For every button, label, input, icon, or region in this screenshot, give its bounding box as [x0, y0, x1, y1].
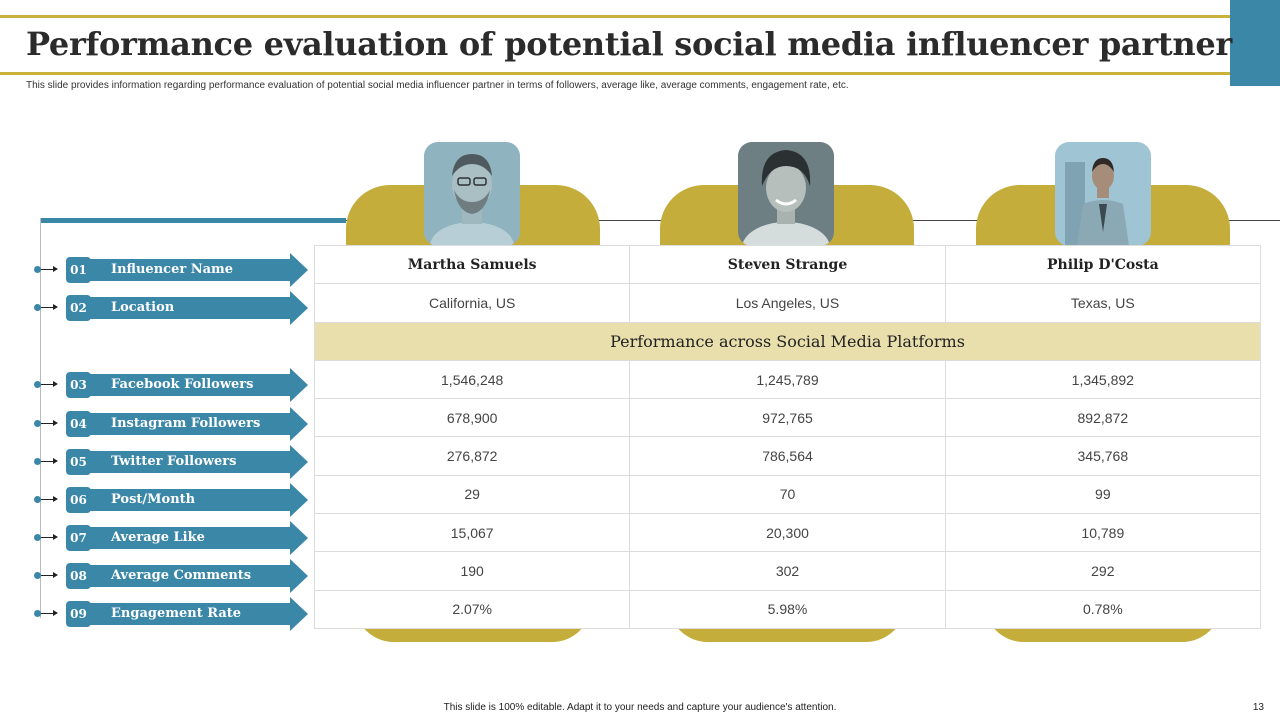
table-row-engagement: 2.07% 5.98% 0.78%: [313, 589, 1262, 629]
metric-label-text: Post/Month: [111, 492, 196, 507]
stat-cell: 29: [313, 474, 631, 515]
metric-label-text: Facebook Followers: [111, 377, 254, 392]
table-row-band: Performance across Social Media Platform…: [314, 321, 1261, 361]
connector-arrow-icon: [41, 269, 55, 270]
label-connector-line: [40, 218, 41, 618]
connector-arrow-icon: [41, 307, 55, 308]
bullet-dot: [34, 458, 41, 465]
influencer-name-cell: Steven Strange: [629, 244, 946, 285]
metric-label-text: Twitter Followers: [111, 454, 237, 469]
bullet-dot: [34, 534, 41, 541]
table-row-posts: 29 70 99: [313, 474, 1262, 515]
bullet-dot: [34, 572, 41, 579]
metric-number: 07: [66, 525, 91, 551]
performance-band-heading: Performance across Social Media Platform…: [314, 321, 1261, 361]
arrowhead-icon: [53, 496, 58, 502]
metric-number: 08: [66, 563, 91, 589]
connector-arrow-icon: [41, 384, 55, 385]
stat-cell: 2.07%: [313, 589, 631, 629]
metric-label-text: Average Like: [111, 530, 205, 545]
bullet-dot: [34, 304, 41, 311]
influencer-name-cell: Martha Samuels: [313, 244, 631, 285]
metric-number: 03: [66, 372, 91, 398]
metric-label-text: Engagement Rate: [111, 606, 242, 621]
connector-arrow-icon: [41, 461, 55, 462]
avatar-philip-dcosta: [1055, 142, 1151, 246]
metric-number: 02: [66, 295, 91, 321]
metric-number: 04: [66, 411, 91, 437]
connector-arrow-icon: [41, 537, 55, 538]
stat-cell: 190: [313, 551, 631, 591]
location-cell: California, US: [313, 283, 631, 323]
bullet-dot: [34, 420, 41, 427]
metric-label-text: Location: [111, 300, 175, 315]
table-row-comments: 190 302 292: [313, 551, 1262, 591]
slide-title: Performance evaluation of potential soci…: [26, 25, 1232, 63]
connector-arrow-icon: [41, 575, 55, 576]
stat-cell: 292: [944, 551, 1262, 591]
connector-arrow-icon: [41, 499, 55, 500]
stat-cell: 5.98%: [629, 589, 946, 629]
stat-cell: 20,300: [629, 513, 946, 553]
metric-number: 06: [66, 487, 91, 513]
stat-cell: 1,245,789: [629, 359, 946, 400]
stat-cell: 15,067: [313, 513, 631, 553]
footer-note: This slide is 100% editable. Adapt it to…: [443, 702, 837, 713]
metric-label-text: Average Comments: [111, 568, 252, 583]
stat-cell: 302: [629, 551, 946, 591]
connector-arrow-icon: [41, 423, 55, 424]
metric-number: 01: [66, 257, 91, 283]
header-rule-blue: [40, 218, 346, 223]
stat-cell: 276,872: [313, 436, 631, 476]
stat-cell: 786,564: [629, 436, 946, 476]
bullet-dot: [34, 381, 41, 388]
arrowhead-icon: [53, 420, 58, 426]
arrowhead-icon: [53, 458, 58, 464]
table-row-facebook: 1,546,248 1,245,789 1,345,892: [313, 359, 1262, 400]
location-cell: Los Angeles, US: [629, 283, 946, 323]
table-row-likes: 15,067 20,300 10,789: [313, 513, 1262, 553]
location-cell: Texas, US: [944, 283, 1262, 323]
arrowhead-icon: [53, 266, 58, 272]
arrowhead-icon: [53, 610, 58, 616]
influencer-comparison-table: Martha Samuels Steven Strange Philip D'C…: [313, 244, 1262, 629]
bullet-dot: [34, 610, 41, 617]
connector-arrow-icon: [41, 613, 55, 614]
stat-cell: 678,900: [313, 398, 631, 438]
bullet-dot: [34, 266, 41, 273]
stat-cell: 0.78%: [944, 589, 1262, 629]
stat-cell: 99: [944, 474, 1262, 515]
arrowhead-icon: [53, 534, 58, 540]
table-row-location: California, US Los Angeles, US Texas, US: [313, 283, 1262, 323]
arrowhead-icon: [53, 572, 58, 578]
avatar-steven-strange: [738, 142, 834, 246]
arrowhead-icon: [53, 381, 58, 387]
stat-cell: 892,872: [944, 398, 1262, 438]
arrowhead-icon: [53, 304, 58, 310]
influencer-name-cell: Philip D'Costa: [944, 244, 1262, 285]
stat-cell: 972,765: [629, 398, 946, 438]
stat-cell: 1,546,248: [313, 359, 631, 400]
stat-cell: 1,345,892: [944, 359, 1262, 400]
table-row-twitter: 276,872 786,564 345,768: [313, 436, 1262, 476]
metric-number: 09: [66, 601, 91, 627]
stat-cell: 70: [629, 474, 946, 515]
table-row-name: Martha Samuels Steven Strange Philip D'C…: [313, 244, 1262, 285]
title-accent-bar: [1230, 0, 1280, 86]
metric-label-text: Influencer Name: [111, 262, 234, 277]
metric-number: 05: [66, 449, 91, 475]
table-row-instagram: 678,900 972,765 892,872: [313, 398, 1262, 438]
avatar-martha-samuels: [424, 142, 520, 246]
stat-cell: 345,768: [944, 436, 1262, 476]
metric-label-text: Instagram Followers: [111, 416, 261, 431]
bullet-dot: [34, 496, 41, 503]
page-number: 13: [1252, 702, 1264, 713]
slide-subtitle: This slide provides information regardin…: [26, 80, 849, 91]
stat-cell: 10,789: [944, 513, 1262, 553]
